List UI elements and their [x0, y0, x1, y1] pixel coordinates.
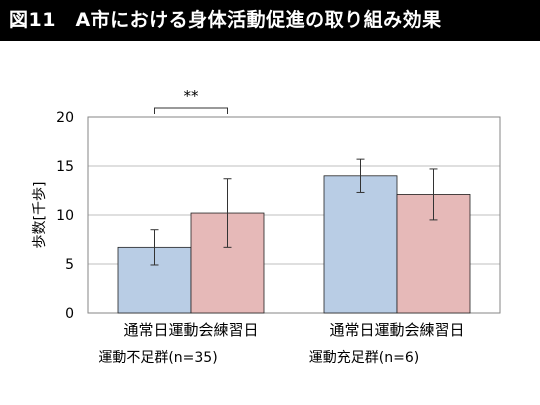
y-tick-label: 0	[65, 306, 74, 322]
x-tick-series-label: 通常日運動会練習日	[123, 321, 258, 339]
bar	[323, 175, 398, 314]
x-tick-group-label: 運動充足群(n=6)	[309, 350, 419, 366]
plot-frame	[87, 116, 501, 314]
y-axis-label: 歩数[千歩]	[32, 182, 48, 249]
y-tick-label: 15	[56, 159, 74, 175]
significance-bracket	[154, 107, 228, 114]
significance-label: **	[184, 87, 200, 105]
x-tick-series-label: 通常日運動会練習日	[329, 321, 464, 339]
y-tick-label: 5	[65, 257, 74, 273]
y-tick-label: 20	[56, 110, 74, 126]
x-tick-group-label: 運動不足群(n=35)	[98, 350, 217, 366]
title-bar: 図11 A市における身体活動促進の取り組み効果	[0, 0, 540, 41]
y-tick-label: 10	[56, 208, 74, 224]
page-title: 図11 A市における身体活動促進の取り組み効果	[9, 9, 442, 31]
